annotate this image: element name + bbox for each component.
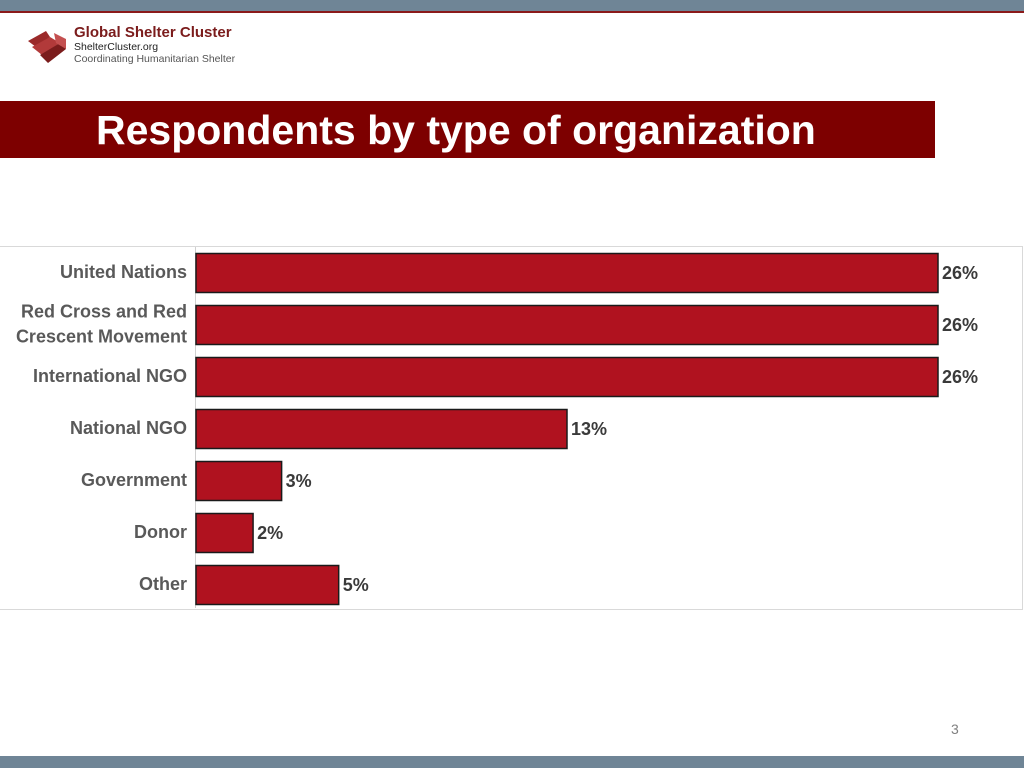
category-label-6: Other (139, 574, 187, 594)
logo-tagline: Coordinating Humanitarian Shelter (74, 53, 236, 65)
category-label-3: National NGO (70, 418, 187, 438)
value-label-2: 26% (942, 367, 978, 387)
bar-1 (195, 304, 939, 346)
value-label-5: 2% (257, 523, 283, 543)
category-label-4: Government (81, 470, 187, 490)
bottom-frame-bar (0, 756, 1024, 768)
value-label-4: 3% (286, 471, 312, 491)
page-number: 3 (951, 721, 959, 737)
logo-name: Global Shelter Cluster (74, 24, 232, 41)
bar-3 (195, 408, 568, 450)
bar-0 (195, 252, 939, 294)
slide-title: Respondents by type of organization (96, 107, 816, 153)
title-band: Respondents by type of organization (0, 101, 935, 158)
category-label-0: United Nations (60, 262, 187, 282)
category-label-2: International NGO (33, 366, 187, 386)
top-accent-rule (0, 11, 1024, 13)
hands-house-icon (28, 31, 66, 63)
global-shelter-cluster-logo: Global Shelter Cluster ShelterCluster.or… (24, 24, 264, 68)
category-label-1-line-1: Crescent Movement (16, 326, 187, 346)
bar-5 (195, 512, 254, 554)
category-label-5: Donor (134, 522, 187, 542)
logo-url: ShelterCluster.org (74, 41, 159, 53)
value-label-1: 26% (942, 315, 978, 335)
top-frame-bar (0, 0, 1024, 11)
value-label-6: 5% (343, 575, 369, 595)
bar-2 (195, 356, 939, 398)
bar-4 (195, 460, 283, 502)
value-label-0: 26% (942, 263, 978, 283)
bar-6 (195, 564, 340, 606)
category-label-1-line-0: Red Cross and Red (21, 301, 187, 321)
value-label-3: 13% (571, 419, 607, 439)
